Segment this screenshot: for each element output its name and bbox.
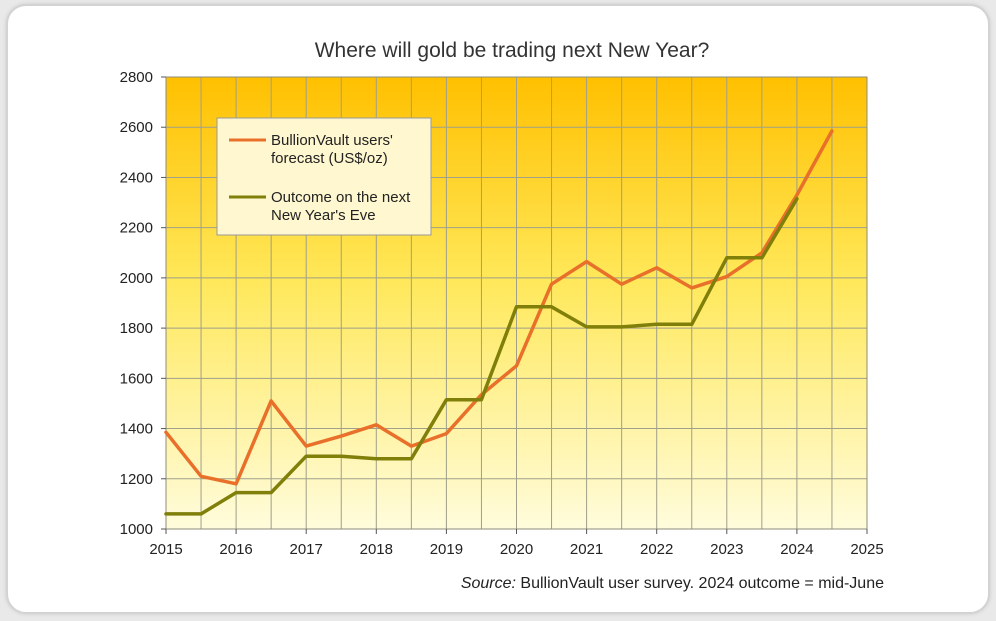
- x-tick-label: 2024: [780, 541, 813, 558]
- series-line-outcome: [164, 197, 799, 516]
- y-tick-label: 1800: [120, 320, 153, 337]
- series-lines: [164, 129, 834, 516]
- y-tick-label: 2200: [120, 220, 153, 237]
- x-tick-label: 2023: [710, 541, 743, 558]
- y-tick-label: 1000: [120, 521, 153, 538]
- x-tick-label: 2018: [360, 541, 393, 558]
- series-line-forecast: [164, 129, 834, 486]
- x-axis-ticks: 2015 2016 2017 2018 2019 2020 2021 2022 2023 2024…: [149, 529, 884, 558]
- x-tick-label: 2022: [640, 541, 673, 558]
- x-tick-label: 2015: [149, 541, 182, 558]
- x-tick-label: 2025: [850, 541, 883, 558]
- y-tick-label: 2600: [120, 119, 153, 136]
- x-tick-label: 2020: [500, 541, 533, 558]
- y-tick-label: 2800: [120, 69, 153, 86]
- legend-label-forecast-line1: BullionVault users': [271, 132, 393, 149]
- legend-box: [216, 117, 432, 236]
- x-tick-label: 2019: [430, 541, 463, 558]
- x-tick-label: 2016: [219, 541, 252, 558]
- x-tick-label: 2021: [570, 541, 603, 558]
- chart-title: Where will gold be trading next New Year…: [315, 39, 710, 62]
- y-tick-label: 1200: [120, 471, 153, 488]
- source-label: Source:: [461, 575, 516, 592]
- y-axis-ticks: 1000 1200 1400 1600 1800 2000 2200 2400 2600 2800: [120, 69, 166, 538]
- legend-label-outcome-line2: New Year's Eve: [271, 207, 376, 224]
- legend-label-outcome-line1: Outcome on the next: [271, 189, 411, 206]
- legend: BullionVault users' forecast (US$/oz) Ou…: [216, 117, 432, 236]
- y-tick-label: 2400: [120, 169, 153, 186]
- source-note: Source: BullionVault user survey. 2024 o…: [461, 575, 884, 592]
- y-tick-label: 2000: [120, 270, 153, 287]
- legend-label-forecast-line2: forecast (US$/oz): [271, 150, 388, 167]
- x-tick-label: 2017: [290, 541, 323, 558]
- y-tick-label: 1400: [120, 421, 153, 438]
- y-tick-label: 1600: [120, 370, 153, 387]
- source-text: BullionVault user survey. 2024 outcome =…: [516, 575, 884, 592]
